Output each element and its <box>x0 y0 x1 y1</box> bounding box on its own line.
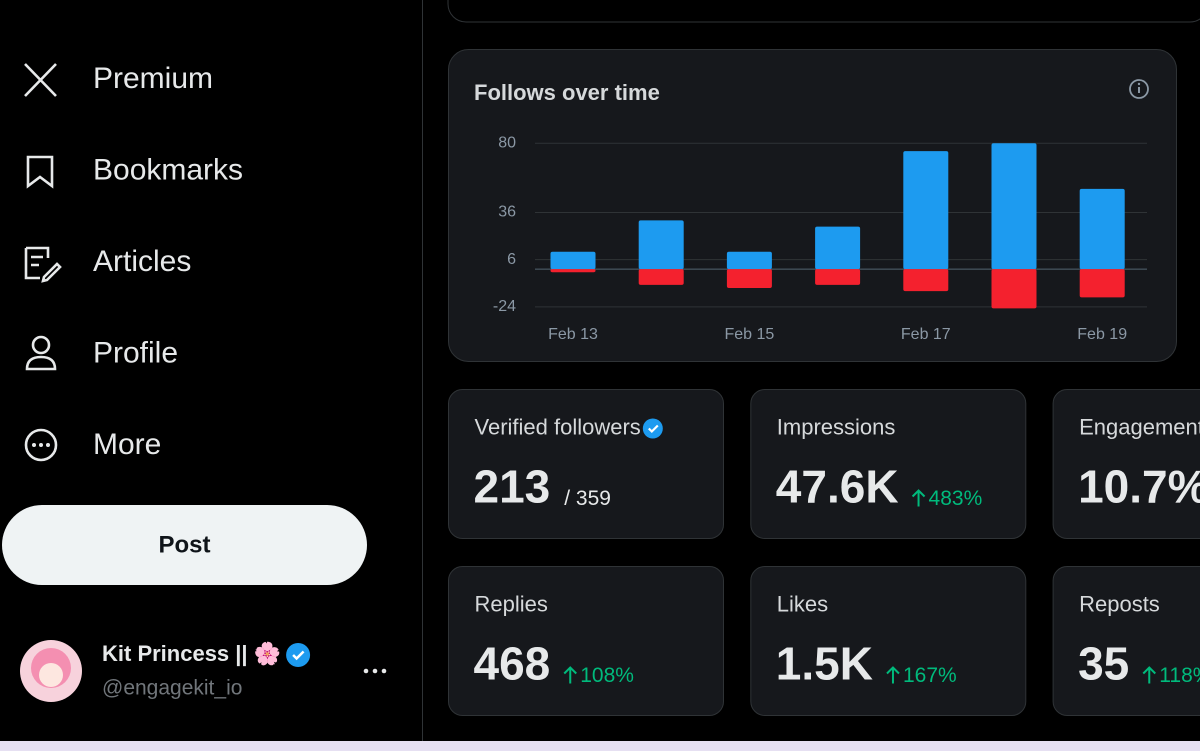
account-menu[interactable] <box>363 668 387 674</box>
stat-card-bg <box>750 566 1027 716</box>
stat-card-bg <box>1052 566 1200 716</box>
x-tick-label: Feb 17 <box>901 326 951 343</box>
stat-value: 47.6K <box>776 461 899 513</box>
nav-label[interactable]: More <box>93 428 161 461</box>
verified-check <box>648 424 659 434</box>
info-icon[interactable] <box>1129 79 1149 99</box>
stat-card-bg <box>1052 389 1200 539</box>
y-tick-label: 80 <box>498 135 516 152</box>
nav-icons <box>24 63 62 462</box>
more-dots <box>32 443 50 447</box>
bar <box>726 251 772 270</box>
stat-label: Impressions <box>777 414 896 439</box>
stat-value: 213 <box>474 461 551 513</box>
nav-label[interactable]: Bookmarks <box>93 153 243 186</box>
stat-card: Impressions 47.6K 483% <box>750 389 1027 539</box>
stat-card: Replies 468 108% <box>448 566 724 716</box>
bar <box>638 269 684 285</box>
nav-label[interactable]: Articles <box>93 245 191 278</box>
bar <box>726 269 772 288</box>
y-tick-label: -24 <box>493 298 516 315</box>
x-tick-label: Feb 13 <box>548 326 598 343</box>
account-handle[interactable]: @engagekit_io <box>102 677 242 700</box>
nav-label[interactable]: Profile <box>93 336 178 369</box>
x-icon <box>24 63 57 97</box>
up-arrow <box>563 666 577 684</box>
stat-change: 118% <box>1159 664 1200 687</box>
chart-title: Follows over time <box>474 80 660 105</box>
articles-icon <box>24 246 62 283</box>
stat-change: 483% <box>929 487 983 510</box>
info-icon-bar <box>1138 87 1140 93</box>
stat-change: 108% <box>580 664 634 687</box>
stat-change: 167% <box>903 664 957 687</box>
stat-label: Likes <box>777 591 828 616</box>
more-icon <box>24 428 58 462</box>
bar <box>638 220 684 270</box>
stat-card: Likes 1.5K 167% <box>750 566 1027 716</box>
stat-value: 10.7% <box>1078 461 1200 513</box>
bar <box>815 269 861 285</box>
stat-label: Reposts <box>1079 591 1160 616</box>
stat-label: Verified followers <box>475 414 641 439</box>
stat-card: Engagement rate 10.7% <box>1052 389 1200 539</box>
bar <box>1079 188 1125 270</box>
profile-icon-body <box>25 355 57 371</box>
stat-label: Engagement rate <box>1079 414 1200 439</box>
stat-value: 35 <box>1078 638 1129 690</box>
stat-label: Replies <box>475 591 548 616</box>
y-tick-label: 6 <box>507 251 516 268</box>
stat-value: 468 <box>474 638 551 690</box>
verified-badge <box>642 418 663 439</box>
stat-card: Verified followers 213 / 359 <box>448 389 724 539</box>
top-card <box>447 0 1200 23</box>
stats: Verified followers 213 / 359 Impressions 47.… <box>448 389 1200 716</box>
up-arrow <box>911 489 926 507</box>
stat-value: 1.5K <box>776 638 873 690</box>
bar <box>550 251 596 270</box>
y-tick-label: 36 <box>498 204 516 221</box>
bar <box>903 151 949 270</box>
nav-label[interactable]: Premium <box>93 62 213 95</box>
bar <box>991 143 1037 270</box>
avatar-face <box>39 663 63 687</box>
verified-badge <box>286 643 311 667</box>
bottom-strip <box>0 741 1200 751</box>
chart: 80 36 6 -24 Feb 13 Feb 15 Feb 17 Feb 19 <box>493 135 1147 343</box>
bar <box>815 226 861 270</box>
stat-card-bg <box>448 566 724 716</box>
stat-card-bg <box>750 389 1027 539</box>
stat-card: Reposts 35 118% <box>1052 566 1200 716</box>
stat-total: / 359 <box>564 487 611 510</box>
bar <box>1079 269 1125 298</box>
post-button[interactable] <box>2 505 367 585</box>
x-tick-label: Feb 19 <box>1077 326 1127 343</box>
bookmark-icon <box>26 155 54 189</box>
profile-icon-head <box>31 335 51 355</box>
up-arrow <box>1142 666 1156 684</box>
info-icon-dot <box>1137 82 1141 86</box>
x-tick-label: Feb 15 <box>724 326 774 343</box>
bar <box>903 269 949 292</box>
bar <box>550 269 596 273</box>
nav: Premium Bookmarks Articles Profile More <box>93 62 243 461</box>
bar <box>991 269 1037 309</box>
account-name[interactable]: Kit Princess || 🌸 <box>102 641 281 666</box>
post-label[interactable]: Post <box>158 531 210 558</box>
up-arrow <box>886 666 900 684</box>
